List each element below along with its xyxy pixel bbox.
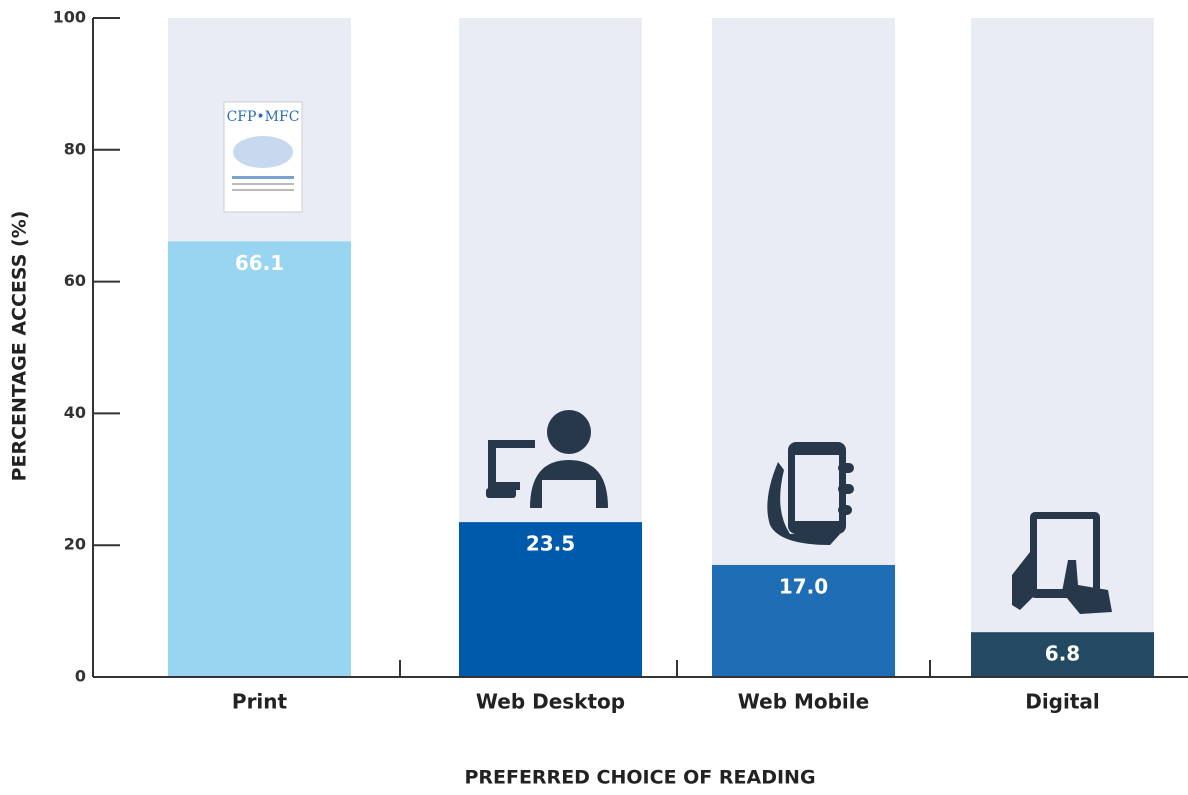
axes: 0 20 40 60 80 100 (53, 8, 1188, 686)
y-tick-label: 0 (75, 667, 86, 686)
tablet-icon (1012, 512, 1112, 614)
value-label: 6.8 (1045, 642, 1080, 666)
bar (459, 522, 642, 677)
y-tick-label: 20 (64, 535, 86, 554)
value-label: 66.1 (235, 251, 284, 275)
mobile-icon (767, 442, 854, 545)
bar (971, 632, 1154, 677)
icons: CFP•MFC (223, 101, 1112, 614)
y-axis-label: PERCENTAGE ACCESS (%) (9, 211, 31, 482)
x-tick-label: Print (232, 690, 288, 714)
bar (168, 241, 351, 677)
bar (712, 564, 895, 677)
x-tick-label: Digital (1025, 690, 1100, 714)
bars: 66.1 23.5 17.0 6.8 (168, 241, 1154, 677)
y-tick-label: 40 (64, 403, 86, 422)
y-tick-label: 80 (64, 139, 86, 158)
value-label: 23.5 (526, 532, 575, 556)
y-tick-label: 100 (53, 8, 86, 27)
magazine-icon: CFP•MFC (223, 101, 303, 213)
value-label: 17.0 (779, 574, 828, 598)
desktop-icon (486, 410, 608, 508)
x-tick-label: Web Mobile (738, 690, 869, 714)
y-tick-label: 60 (64, 271, 86, 290)
svg-text:CFP•MFC: CFP•MFC (227, 109, 300, 125)
x-tick-label: Web Desktop (476, 690, 625, 714)
x-axis-label: PREFERRED CHOICE OF READING (464, 767, 815, 789)
